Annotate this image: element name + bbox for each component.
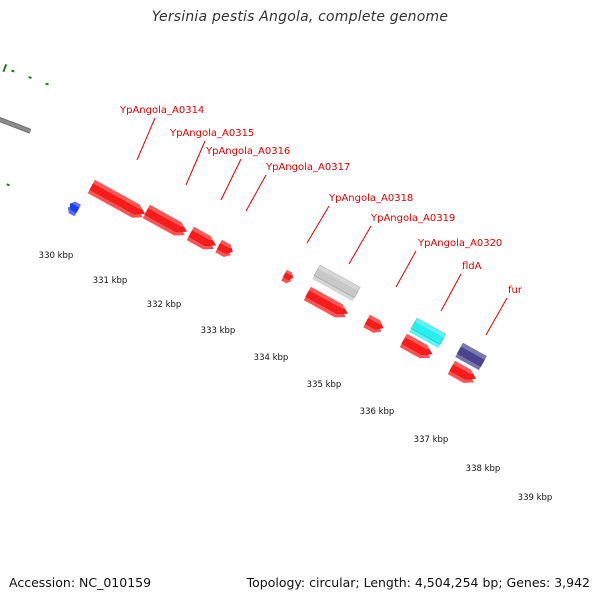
gene-block-ypangola-a0315: [142, 204, 189, 236]
gene-face: [313, 264, 361, 299]
gene-label: YpAngola_A0319: [370, 213, 455, 224]
gene-face: [144, 204, 188, 233]
gene-label: YpAngola_A0318: [328, 193, 413, 204]
gene-highlight: [453, 361, 478, 376]
gene-label: YpAngola_A0316: [205, 146, 290, 157]
gene-face: [364, 314, 384, 330]
gene-label: YpAngola_A0314: [119, 105, 204, 116]
kbp-label: 331 kbp: [93, 276, 128, 286]
gene-block-ypangola-a0317: [215, 239, 235, 257]
gene-face: [410, 317, 447, 345]
gene-label: YpAngola_A0317: [265, 162, 350, 173]
gene-label: fur: [508, 285, 523, 296]
gene-face: [305, 286, 349, 315]
inner-tick-ring: [6, 183, 10, 187]
gene-highlight: [148, 205, 189, 229]
minor-tick: [11, 69, 15, 73]
genome-stats-text: Topology: circular; Length: 4,504,254 bp…: [246, 575, 590, 590]
minor-tick: [6, 183, 10, 187]
gene-leader-line: [348, 225, 372, 265]
gene-highlight: [192, 227, 218, 243]
major-tick: [2, 63, 8, 73]
gene-face: [282, 269, 294, 281]
gene-label: YpAngola_A0320: [417, 238, 502, 249]
gene-block-ypangola-a0319: [303, 286, 350, 318]
gene-highlight: [285, 270, 295, 276]
kbp-label: 337 kbp: [414, 435, 449, 445]
gene-leader-line: [185, 140, 206, 186]
genome-backbone-shadow: [0, 117, 32, 134]
gene-leader-line: [136, 117, 156, 161]
gene-label: YpAngola_A0315: [169, 128, 254, 139]
gene-highlight: [93, 180, 147, 211]
accession-text: Accession: NC_010159: [9, 575, 152, 590]
gene-face: [401, 333, 433, 356]
gene-face: [449, 360, 477, 380]
gene-leader-line: [245, 174, 267, 212]
gene-highlight: [317, 265, 361, 291]
gene-block-a0322: [399, 333, 435, 359]
gene-face: [89, 179, 146, 215]
gene-block-a0324: [447, 360, 478, 383]
kbp-label: 338 kbp: [466, 464, 501, 474]
gene-face: [216, 239, 234, 254]
gene-highlight: [414, 318, 446, 338]
gene-leader-line: [395, 250, 417, 288]
genome-backbone: [0, 118, 31, 133]
gene-highlight: [460, 343, 487, 360]
gene-highlight: [368, 315, 385, 326]
gene-highlight: [405, 334, 435, 352]
outer-tick-ring: [2, 63, 49, 86]
gene-leader-line: [485, 297, 508, 336]
gene-leader-line: [220, 158, 242, 201]
gene-face: [456, 342, 488, 367]
kbp-label: 332 kbp: [147, 300, 182, 310]
minor-tick: [28, 76, 32, 80]
gene-block-flda: [409, 317, 447, 348]
gene-highlight: [309, 287, 350, 311]
gene-face: [69, 201, 82, 214]
gene-block-blue: [67, 201, 82, 217]
kbp-label: 335 kbp: [307, 380, 342, 390]
gene-face: [188, 226, 217, 247]
gene-block-small: [281, 269, 295, 284]
gene-block-fur: [455, 342, 488, 371]
kbp-label: 333 kbp: [201, 326, 236, 336]
gene-block-ypangola-a0320: [363, 314, 385, 333]
kbp-label: 330 kbp: [39, 251, 74, 261]
gene-block-ypangola-a0318: [312, 264, 361, 302]
gene-leader-line: [306, 205, 330, 244]
kbp-label: 334 kbp: [254, 353, 289, 363]
gene-block-ypangola-a0316: [186, 226, 218, 250]
map-title: Yersinia pestis Angola, complete genome: [151, 9, 449, 25]
kbp-label: 336 kbp: [360, 407, 395, 417]
gene-leader-line: [440, 273, 462, 312]
gene-block-ypangola-a0314: [87, 179, 147, 218]
kbp-label: 339 kbp: [518, 493, 553, 503]
minor-tick: [45, 82, 49, 86]
gene-highlight: [71, 201, 81, 208]
gene-highlight: [220, 240, 235, 249]
gene-label: fldA: [462, 261, 482, 272]
